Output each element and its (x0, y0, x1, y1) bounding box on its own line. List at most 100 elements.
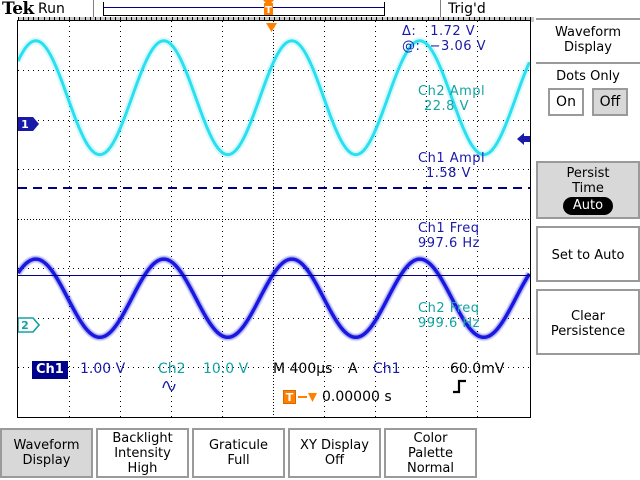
ruler-tick (514, 17, 516, 20)
ruler-tick (366, 17, 368, 20)
cursor-line-dashed[interactable] (18, 187, 530, 189)
trigger-level-label[interactable]: 60.0mV (450, 361, 505, 377)
gridline-h (18, 120, 530, 121)
ruler-tick (376, 17, 378, 22)
ruler-tick (268, 17, 270, 20)
ruler-tick (243, 17, 245, 20)
ruler-tick (38, 17, 40, 20)
ruler-tick (74, 17, 76, 20)
ruler-tick (407, 17, 409, 20)
bottom-menu-item-0[interactable]: Waveform Display (0, 428, 93, 478)
ruler-tick (28, 17, 30, 20)
gridline-h (18, 268, 530, 269)
dots-only-group: Dots Only On Off (536, 66, 640, 134)
side-menu-title-line: Display (564, 40, 612, 55)
waveform-screen[interactable]: 1 2 Δ: 1.72 V @: −3.06 V Ch2 Ampl 22.8 V… (18, 21, 530, 417)
ch2-label[interactable]: Ch2 (158, 361, 186, 377)
ruler-tick (412, 17, 414, 20)
ruler-tick (524, 17, 526, 20)
ruler-tick (202, 17, 204, 20)
bottom-menu-item-4[interactable]: Color Palette Normal (384, 428, 477, 478)
ruler-tick (99, 17, 101, 20)
ch2-ground-marker[interactable]: 2 (18, 317, 41, 333)
ruler-tick (84, 17, 86, 20)
ruler-tick (18, 17, 19, 22)
ruler-tick (494, 17, 496, 20)
cursor-line-solid[interactable] (18, 275, 530, 276)
top-status-bar: Tek Run T Trig'd (0, 0, 640, 19)
set-to-auto-button[interactable]: Set to Auto (536, 226, 640, 282)
ruler-tick (417, 17, 419, 20)
bottom-menu-item-label: Display (22, 453, 71, 468)
dots-only-off-button[interactable]: Off (592, 88, 628, 116)
ruler-tick (146, 17, 147, 20)
run-state-label: Run (38, 1, 65, 17)
ruler-tick (509, 17, 511, 20)
ch1-selected-badge[interactable]: Ch1 (32, 361, 68, 379)
ruler-tick (263, 17, 265, 20)
bottom-menu-item-label: Palette (407, 445, 454, 461)
ruler-tick (23, 17, 25, 20)
ruler-tick (473, 17, 475, 20)
ch2-scale-label[interactable]: 10.0 V (203, 361, 249, 377)
bottom-menu-item-3[interactable]: XY Display Off (288, 428, 381, 478)
ruler-tick (161, 17, 163, 20)
ch1-marker-label: 1 (21, 118, 29, 131)
ruler-tick (299, 17, 301, 20)
trigger-t-icon[interactable]: T (262, 0, 275, 17)
ruler-tick (89, 17, 91, 20)
ruler-tick (320, 17, 322, 20)
ruler-tick (335, 17, 337, 20)
ch1-freq-label: Ch1 Freq (418, 221, 480, 236)
ruler-tick (483, 17, 485, 20)
bottom-menu-item-label: XY Display (300, 438, 369, 453)
timebase-label[interactable]: M 400µs (273, 361, 333, 377)
trigger-source-label[interactable]: Ch1 (373, 361, 401, 377)
bottom-menu-item-2[interactable]: Graticule Full (192, 428, 285, 478)
ruler-tick (530, 17, 531, 22)
ruler-tick (120, 17, 122, 22)
ruler-tick (207, 17, 209, 20)
ch2-trace (18, 39, 530, 157)
ruler-tick (519, 17, 521, 20)
persist-time-button[interactable]: Persist Time Auto (536, 161, 640, 219)
ruler-tick (391, 17, 393, 20)
ruler-tick (197, 17, 199, 20)
cursor-reference-arrow-icon[interactable] (517, 131, 530, 145)
ch1-ground-marker[interactable]: 1 (18, 116, 40, 132)
ruler-tick (192, 17, 194, 20)
ch2-freq-value: 999.6 Hz (418, 316, 480, 331)
ruler-tick (227, 17, 229, 20)
trigger-pos-arrow-icon (298, 392, 317, 402)
at-readout-label: @: −3.06 V (402, 39, 487, 54)
ruler-tick (304, 17, 306, 20)
ruler-tick (325, 17, 327, 22)
trigger-pos-icon: T (283, 390, 296, 404)
gridline-h (18, 318, 530, 319)
record-length-bracket (103, 2, 385, 16)
ruler-tick (64, 17, 66, 20)
ruler-tick (248, 17, 250, 20)
bottom-menu-item-1[interactable]: Backlight Intensity High (96, 428, 189, 478)
ch2-ampl-label: Ch2 Ampl (418, 84, 486, 99)
side-menu: Waveform Display Dots Only On Off Persist… (536, 18, 640, 418)
ruler-tick (345, 17, 347, 20)
persist-time-line: Time (572, 181, 604, 196)
ruler-tick (253, 17, 255, 20)
ruler-tick (69, 17, 71, 22)
side-menu-title-line: Waveform (555, 25, 621, 40)
persist-time-label: Persist Time (538, 166, 638, 196)
clear-persistence-button[interactable]: Clear Persistence (536, 289, 640, 355)
ch1-scale-label[interactable]: 1.00 V (80, 361, 126, 377)
record-length-line (104, 7, 384, 8)
dots-only-on-button[interactable]: On (548, 88, 584, 116)
ruler-tick (314, 17, 316, 20)
trigger-position-marker-icon[interactable] (265, 21, 278, 32)
ruler-tick (463, 17, 465, 20)
waveform-traces (18, 37, 530, 342)
ruler-tick (233, 17, 235, 20)
ac-coupling-icon (133, 361, 179, 415)
ch1-ampl-label: Ch1 Ampl (418, 151, 486, 166)
clear-persistence-line: Persistence (550, 323, 626, 339)
ruler-tick (427, 17, 429, 22)
